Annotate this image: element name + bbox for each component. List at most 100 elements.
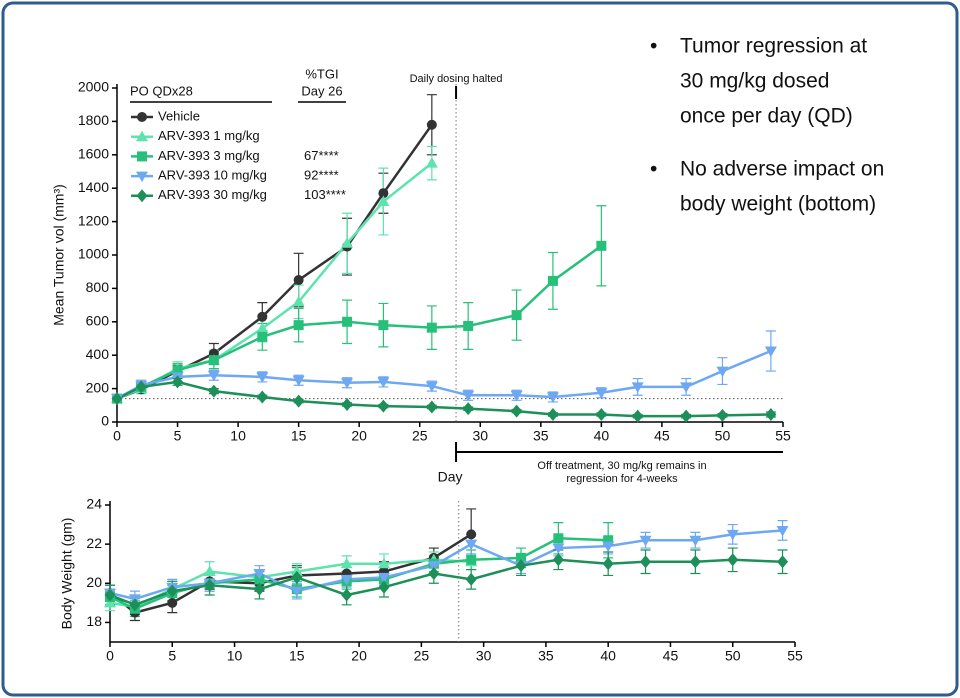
x-tick-label: 25 xyxy=(412,428,428,444)
x-tick-label: 5 xyxy=(168,648,176,664)
tgi-value: 67**** xyxy=(304,148,339,163)
bullet-text: once per day (QD) xyxy=(680,105,853,128)
marker xyxy=(602,541,615,553)
bullet-text: 30 mg/kg dosed xyxy=(680,70,829,93)
marker xyxy=(111,392,123,406)
y-axis-label: Body Weight (gm) xyxy=(59,518,75,630)
y-tick-label: 1000 xyxy=(78,246,109,262)
marker xyxy=(253,582,265,596)
marker xyxy=(632,409,644,423)
marker xyxy=(516,552,526,563)
marker xyxy=(166,584,178,598)
tgi-value: 92**** xyxy=(304,168,339,183)
marker xyxy=(515,559,527,573)
x-tick-label: 50 xyxy=(715,428,731,444)
x-tick-label: 15 xyxy=(289,648,305,664)
marker xyxy=(546,392,559,403)
marker xyxy=(341,397,353,411)
marker xyxy=(104,588,116,602)
tgi-header: %TGI xyxy=(305,66,338,81)
x-tick-label: 25 xyxy=(414,648,430,664)
marker xyxy=(341,588,353,602)
marker xyxy=(547,275,558,286)
legend-label: ARV-393 30 mg/kg xyxy=(158,187,267,202)
x-tick-label: 20 xyxy=(351,648,367,664)
marker xyxy=(427,561,440,572)
y-tick-label: 1200 xyxy=(78,212,109,228)
marker xyxy=(426,400,438,414)
x-tick-label: 30 xyxy=(476,648,492,664)
y-tick-label: 1800 xyxy=(78,112,109,128)
bullet-dot: • xyxy=(650,35,657,58)
legend-label: ARV-393 3 mg/kg xyxy=(158,148,260,163)
marker xyxy=(378,320,389,331)
marker xyxy=(603,535,614,546)
marker xyxy=(462,402,474,416)
marker xyxy=(426,119,437,130)
marker xyxy=(293,275,304,286)
y-tick-label: 400 xyxy=(86,346,110,362)
marker xyxy=(172,375,184,389)
marker xyxy=(203,565,216,577)
x-tick-label: 40 xyxy=(594,428,610,444)
marker xyxy=(256,322,269,333)
x-tick-label: 20 xyxy=(351,428,367,444)
marker xyxy=(172,365,183,376)
marker xyxy=(290,586,303,598)
marker xyxy=(680,409,692,423)
marker xyxy=(463,320,474,331)
marker xyxy=(342,316,353,327)
x-tick-label: 50 xyxy=(725,648,741,664)
marker xyxy=(340,574,353,586)
marker xyxy=(765,407,777,421)
marker xyxy=(689,555,701,569)
marker xyxy=(462,390,475,402)
marker xyxy=(378,572,390,584)
marker xyxy=(689,535,702,547)
marker xyxy=(602,557,614,571)
marker xyxy=(631,382,644,393)
annotation: Off treatment, 30 mg/kg remains in xyxy=(537,460,706,472)
legend-marker xyxy=(136,189,148,203)
marker xyxy=(776,525,789,537)
annotation: regression for 4-weeks xyxy=(566,473,678,485)
marker xyxy=(208,355,219,366)
tgi-value: 103**** xyxy=(304,187,346,202)
marker xyxy=(208,384,220,398)
x-tick-label: 55 xyxy=(775,428,791,444)
marker xyxy=(465,539,478,551)
bullet-dot: • xyxy=(650,158,657,181)
marker xyxy=(727,553,739,567)
marker xyxy=(377,377,390,388)
x-tick-label: 15 xyxy=(291,428,307,444)
marker xyxy=(293,320,304,331)
marker xyxy=(378,557,390,569)
marker xyxy=(135,380,147,394)
x-tick-label: 35 xyxy=(538,648,554,664)
y-tick-label: 20 xyxy=(86,574,102,590)
marker xyxy=(292,375,305,387)
marker xyxy=(292,295,305,307)
marker xyxy=(425,381,438,393)
marker xyxy=(466,529,477,540)
x-tick-label: 5 xyxy=(174,428,182,444)
y-tick-label: 800 xyxy=(86,279,110,295)
marker xyxy=(764,346,777,358)
marker xyxy=(293,394,305,408)
y-axis-label: Mean Tumor vol (mm³) xyxy=(51,184,67,326)
x-tick-label: 10 xyxy=(227,648,243,664)
bullet-text: Tumor regression at xyxy=(680,35,867,58)
marker xyxy=(511,404,523,418)
marker xyxy=(341,237,354,248)
marker xyxy=(596,240,607,251)
marker xyxy=(680,382,693,393)
x-tick-label: 0 xyxy=(106,648,114,664)
marker xyxy=(290,565,303,577)
legend-marker xyxy=(137,151,147,162)
y-tick-label: 2000 xyxy=(78,79,109,95)
marker xyxy=(377,399,389,413)
y-tick-label: 24 xyxy=(86,496,102,512)
marker xyxy=(466,554,477,565)
